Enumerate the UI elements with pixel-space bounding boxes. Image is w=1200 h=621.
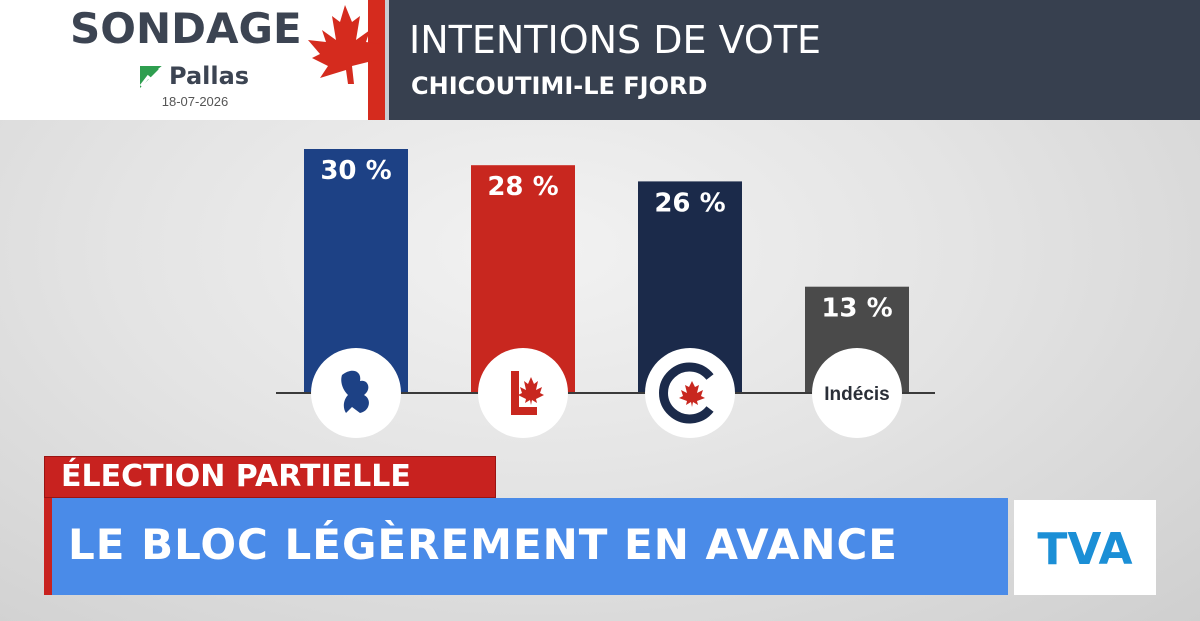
liberal-maple-icon	[518, 377, 544, 405]
pallas-logo: Pallas	[138, 60, 249, 92]
pallas-name: Pallas	[169, 62, 250, 90]
bar-value-label-conservative: 26 %	[654, 188, 725, 218]
bloc-fleur-icon	[341, 370, 369, 413]
tva-logo-text: TVA	[1037, 524, 1132, 575]
title-box: INTENTIONS DE VOTE CHICOUTIMI-LE FJORD	[385, 0, 1200, 120]
bar-value-label-bloc-quebecois: 30 %	[320, 156, 391, 186]
vote-intentions-title: INTENTIONS DE VOTE	[409, 18, 822, 62]
tva-logo: TVA	[1014, 500, 1156, 595]
pallas-chart-icon	[139, 65, 165, 88]
election-tag-banner: ÉLECTION PARTIELLE	[44, 456, 496, 498]
election-tag: ÉLECTION PARTIELLE	[61, 459, 411, 494]
headline: LE BLOC LÉGÈREMENT EN AVANCE	[68, 520, 898, 569]
undecided-label: Indécis	[824, 384, 889, 405]
tva-logo-icon: TVA	[1037, 524, 1132, 575]
undecided-logo: Indécis	[812, 348, 902, 438]
riding-name: CHICOUTIMI-LE FJORD	[411, 72, 708, 100]
bars-group: 30 % 28 % 26 % 13 %	[304, 149, 909, 392]
poll-brand-box: SONDAGE Pallas 18-07-2026	[0, 0, 385, 120]
conservative-maple-icon	[679, 381, 705, 407]
header: SONDAGE Pallas 18-07-2026 INTENTIONS DE …	[0, 0, 1200, 120]
liberal-logo	[478, 348, 568, 438]
canada-maple-leaf-icon	[308, 0, 385, 120]
headline-banner: LE BLOC LÉGÈREMENT EN AVANCE	[44, 498, 1008, 595]
bloc-logo	[311, 348, 401, 438]
party-logos-group: Indécis	[311, 348, 902, 438]
poll-date: 18-07-2026	[161, 94, 229, 109]
bar-value-label-undecided: 13 %	[821, 294, 892, 324]
bar-value-label-liberal: 28 %	[487, 172, 558, 202]
conservative-logo	[645, 348, 735, 438]
vote-bar-chart: 30 % 28 % 26 % 13 % Indécis	[276, 149, 935, 438]
sondage-title: SONDAGE	[70, 4, 302, 53]
